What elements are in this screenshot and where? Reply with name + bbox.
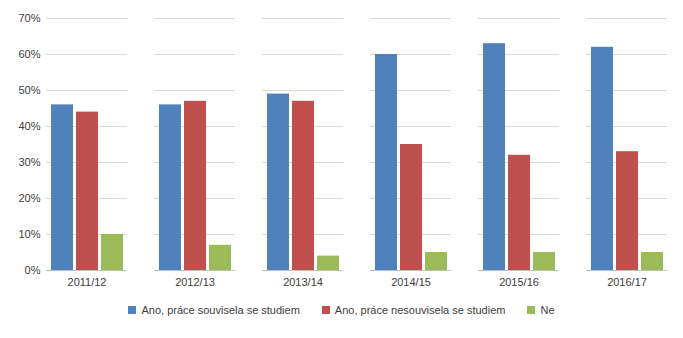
svg-text:2013/14: 2013/14 xyxy=(283,276,323,288)
svg-text:70%: 70% xyxy=(18,12,40,24)
svg-text:2015/16: 2015/16 xyxy=(499,276,539,288)
svg-text:2011/12: 2011/12 xyxy=(68,276,107,288)
html-text:Ne: Ne xyxy=(540,304,555,316)
svg-text:60%: 60% xyxy=(18,48,40,60)
svg-text:20%: 20% xyxy=(18,192,40,204)
svg-text:2016/17: 2016/17 xyxy=(607,276,647,288)
svg-text:2012/13: 2012/13 xyxy=(175,276,215,288)
svg-text:40%: 40% xyxy=(18,120,40,132)
svg-text:0%: 0% xyxy=(25,264,41,276)
svg-text:50%: 50% xyxy=(18,84,40,96)
svg-text:10%: 10% xyxy=(18,228,40,240)
html-text:Ano, práce nesouvisela se stud: Ano, práce nesouvisela se studiem xyxy=(334,304,506,316)
svg-text:30%: 30% xyxy=(18,156,40,168)
svg-text:2014/15: 2014/15 xyxy=(391,276,431,288)
html-text:Ano, práce souvisela se studie: Ano, práce souvisela se studiem xyxy=(141,304,300,316)
